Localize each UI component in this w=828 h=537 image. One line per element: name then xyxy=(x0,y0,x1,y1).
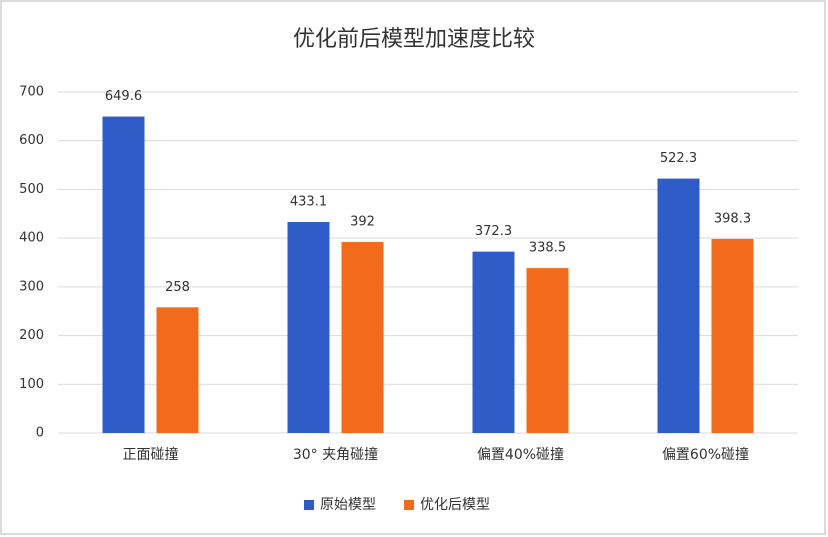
bar xyxy=(711,238,754,433)
bar xyxy=(156,307,199,433)
x-tick-label: 偏置60%碰撞 xyxy=(662,447,749,463)
x-tick-label: 30° 夹角碰撞 xyxy=(293,447,378,463)
x-tick-label: 偏置40%碰撞 xyxy=(477,447,564,463)
data-label: 392 xyxy=(350,215,375,230)
data-label: 522.3 xyxy=(660,151,697,166)
chart-title: 优化前后模型加速度比较 xyxy=(293,27,535,52)
y-tick-label: 500 xyxy=(19,182,44,197)
data-label: 338.5 xyxy=(529,241,566,256)
y-tick-label: 700 xyxy=(19,85,44,100)
data-label: 433.1 xyxy=(290,195,327,210)
x-tick-label: 正面碰撞 xyxy=(123,447,179,463)
bar xyxy=(287,222,330,433)
bar xyxy=(526,268,569,433)
bar xyxy=(102,116,145,433)
data-label: 372.3 xyxy=(475,224,512,239)
y-tick-label: 600 xyxy=(19,133,44,148)
y-tick-label: 300 xyxy=(19,279,44,294)
y-tick-label: 200 xyxy=(19,328,44,343)
data-label: 398.3 xyxy=(714,211,751,226)
legend-swatch xyxy=(404,500,414,510)
data-label: 649.6 xyxy=(105,89,142,104)
data-label: 258 xyxy=(165,280,190,295)
legend-label: 优化后模型 xyxy=(420,497,490,513)
bar xyxy=(472,251,515,433)
legend-label: 原始模型 xyxy=(320,497,376,513)
bar xyxy=(657,178,700,433)
y-tick-label: 0 xyxy=(36,426,44,441)
y-tick-label: 100 xyxy=(19,377,44,392)
legend-swatch xyxy=(304,500,314,510)
y-tick-label: 400 xyxy=(19,231,44,246)
bar xyxy=(341,242,384,433)
